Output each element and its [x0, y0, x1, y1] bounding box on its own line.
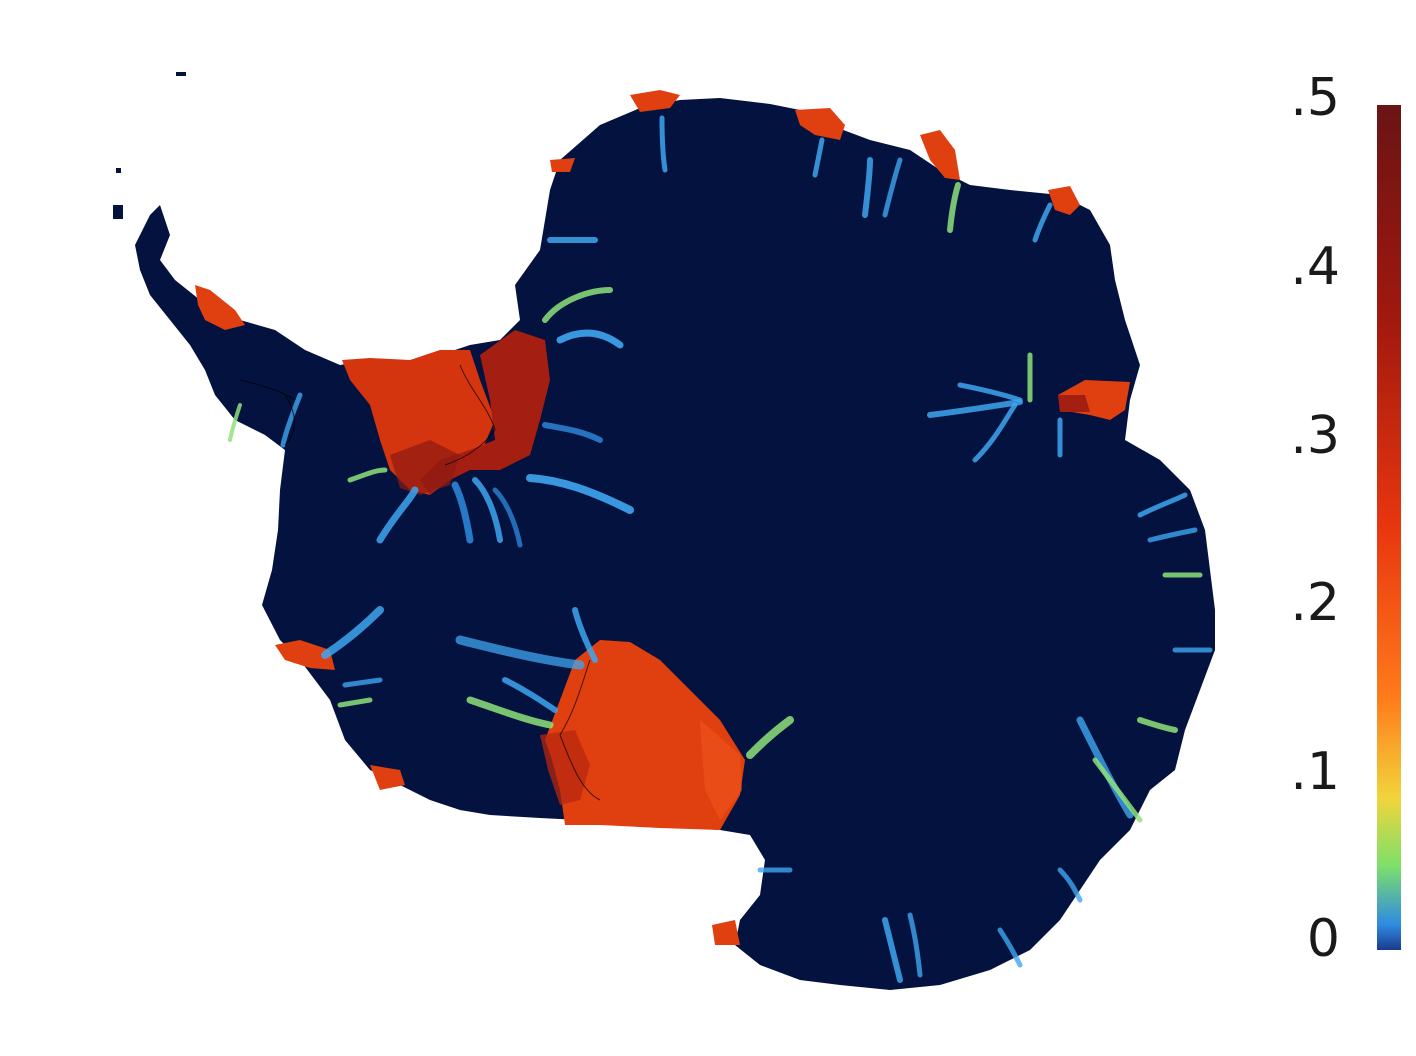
- coastal-shelf: [920, 130, 960, 180]
- coastal-shelf: [630, 90, 680, 112]
- amery-dark-patch: [1058, 395, 1090, 412]
- island: [116, 168, 121, 173]
- coastal-shelf: [550, 158, 575, 172]
- ross-shelf-east-gradient: [700, 720, 742, 820]
- filchner-ice-shelf: [420, 330, 550, 495]
- colorbar-tick-label: .4: [1290, 237, 1340, 297]
- coastal-shelf: [1048, 186, 1080, 215]
- colorbar-tick-label: 0: [1306, 909, 1340, 969]
- ronne-dark-patch: [390, 440, 460, 495]
- colorbar-tick-label: .5: [1290, 68, 1340, 128]
- ice-streams: [228, 115, 1213, 983]
- colorbar-tick-label: .1: [1290, 742, 1340, 802]
- coastal-shelf: [275, 640, 335, 670]
- coastal-shelf: [712, 920, 740, 945]
- continent-body: [135, 98, 1215, 990]
- colorbar-tick-label: .3: [1290, 406, 1340, 466]
- coastal-shelf: [370, 765, 405, 790]
- ross-shelf-dark-patch: [540, 730, 590, 805]
- island: [176, 72, 186, 76]
- colorbar-tick-label: .2: [1290, 573, 1340, 633]
- colorbar-gradient: [1377, 105, 1401, 950]
- grounding-lines: [239, 364, 601, 801]
- ross-ice-shelf: [545, 640, 745, 830]
- colorbar: [1377, 105, 1401, 950]
- larsen-ice-shelf: [195, 285, 245, 330]
- island: [113, 205, 123, 219]
- coastal-shelf: [795, 108, 845, 140]
